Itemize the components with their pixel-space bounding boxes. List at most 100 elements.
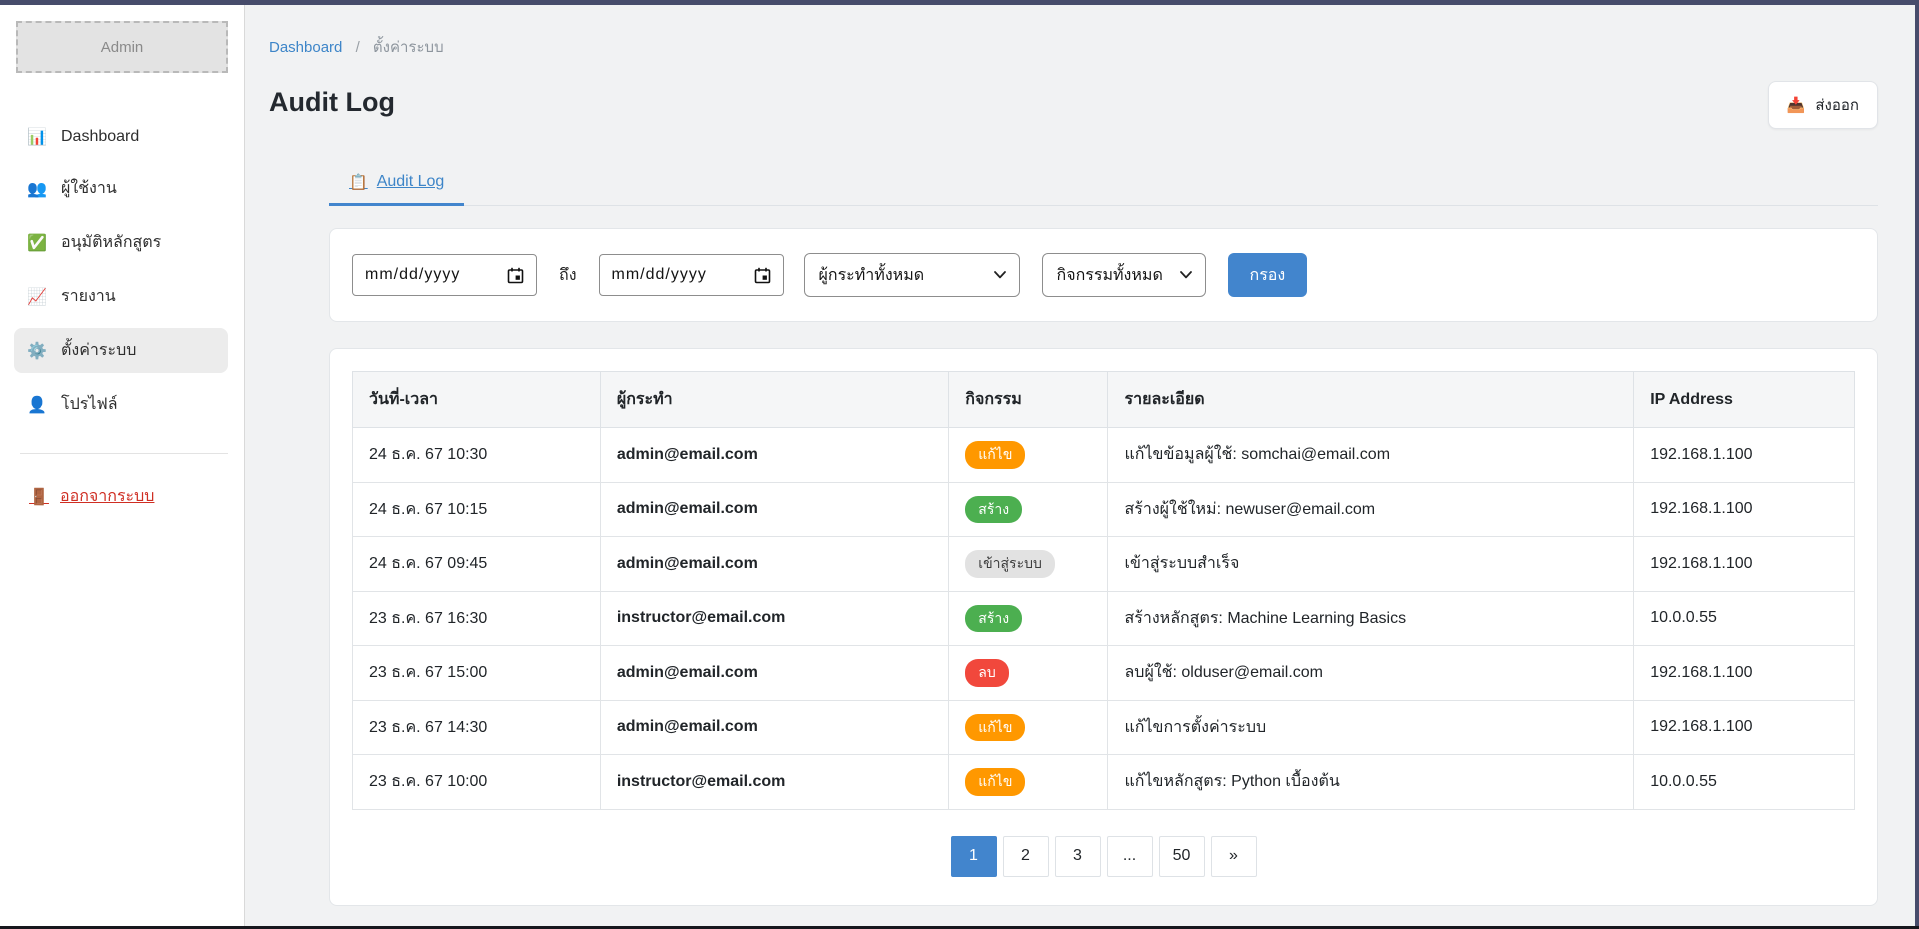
tab-section: 📋 Audit Log mm/dd/yyyy ถึง mm/dd/yyy xyxy=(329,163,1878,906)
export-button-label: ส่งออก xyxy=(1815,97,1859,114)
cell-details: สร้างหลักสูตร: Machine Learning Basics xyxy=(1107,590,1635,646)
actor-select-value: ผู้กระทำทั้งหมด xyxy=(818,266,925,284)
window-frame-bottom xyxy=(0,926,1919,929)
chevron-down-icon xyxy=(993,271,1006,279)
actor-select[interactable]: ผู้กระทำทั้งหมด xyxy=(803,253,1020,297)
cell-ip: 192.168.1.100 xyxy=(1633,427,1855,483)
column-header: วันที่-เวลา xyxy=(352,371,601,428)
users-icon: 👥 xyxy=(27,180,47,198)
action-badge: แก้ไข xyxy=(965,713,1026,741)
cell-action: แก้ไข xyxy=(948,427,1109,483)
breadcrumb-current: ตั้งค่าระบบ xyxy=(372,39,444,56)
calendar-icon xyxy=(507,267,524,283)
table-row: 24 ธ.ค. 67 10:15 admin@email.com สร้าง สร้า… xyxy=(352,481,1855,537)
breadcrumb-dashboard-link[interactable]: Dashboard xyxy=(269,39,343,56)
table-row: 23 ธ.ค. 67 16:30 instructor@email.com สร้า… xyxy=(352,590,1855,646)
page-header: Audit Log 📥 ส่งออก xyxy=(269,75,1878,129)
activity-select[interactable]: กิจกรรมทั้งหมด xyxy=(1041,253,1206,297)
table-row: 24 ธ.ค. 67 10:30 admin@email.com แก้ไข แก้ไ… xyxy=(352,427,1855,483)
cell-action: เข้าสู่ระบบ xyxy=(948,536,1109,592)
action-badge: แก้ไข xyxy=(965,768,1026,796)
breadcrumb-separator: / xyxy=(355,39,360,56)
page-button-50[interactable]: 50 xyxy=(1158,835,1205,877)
cell-actor: admin@email.com xyxy=(599,427,950,483)
cell-actor: admin@email.com xyxy=(599,536,950,592)
cell-ip: 10.0.0.55 xyxy=(1633,590,1855,646)
cell-details: ลบผู้ใช้: olduser@email.com xyxy=(1107,645,1635,701)
sidebar-item-label: ผู้ใช้งาน xyxy=(61,180,117,197)
table-row: 24 ธ.ค. 67 09:45 admin@email.com เข้าสู่ระ… xyxy=(352,536,1855,592)
cell-details: แก้ไขการตั้งค่าระบบ xyxy=(1107,699,1635,755)
action-badge: สร้าง xyxy=(965,604,1023,632)
tab-audit-log-label: Audit Log xyxy=(376,173,445,190)
sidebar-item-users[interactable]: 👥 ผู้ใช้งาน xyxy=(14,166,228,211)
clipboard-icon: 📋 xyxy=(349,174,368,191)
cell-action: ลบ xyxy=(948,645,1109,701)
sidebar-item-profile[interactable]: 👤 โปรไฟล์ xyxy=(14,382,228,427)
cell-datetime: 24 ธ.ค. 67 09:45 xyxy=(352,536,601,592)
cell-datetime: 24 ธ.ค. 67 10:30 xyxy=(352,427,601,483)
sidebar-item-course-approval[interactable]: ✅ อนุมัติหลักสูตร xyxy=(14,220,228,265)
export-button[interactable]: 📥 ส่งออก xyxy=(1767,81,1878,129)
ellipsis-button[interactable]: ... xyxy=(1106,835,1153,877)
date-to-input[interactable]: mm/dd/yyyy xyxy=(598,254,784,296)
sidebar-nav: 📊 Dashboard 👥 ผู้ใช้งาน ✅ อนุมัติหลักสูตร 📈 ราย… xyxy=(0,117,244,427)
cell-action: สร้าง xyxy=(948,481,1109,537)
page-title: Audit Log xyxy=(269,86,395,117)
table-row: 23 ธ.ค. 67 15:00 admin@email.com ลบ ลบผู้ใช… xyxy=(352,645,1855,701)
sidebar-item-label: รายงาน xyxy=(61,288,116,305)
column-header: IP Address xyxy=(1633,371,1855,428)
action-badge: แก้ไข xyxy=(965,441,1026,469)
page-button-2[interactable]: 2 xyxy=(1002,835,1049,877)
tab-audit-log[interactable]: 📋 Audit Log xyxy=(329,163,465,206)
filter-button[interactable]: กรอง xyxy=(1227,253,1308,297)
activity-select-value: กิจกรรมทั้งหมด xyxy=(1056,266,1163,284)
sidebar-item-settings[interactable]: ⚙️ ตั้งค่าระบบ xyxy=(14,328,228,373)
audit-table: วันที่-เวลา ผู้กระทำ กิจกรรม รายละเอียด IP A… xyxy=(352,371,1855,810)
filter-bar: mm/dd/yyyy ถึง mm/dd/yyyy xyxy=(329,228,1878,322)
cell-actor: admin@email.com xyxy=(599,699,950,755)
page-button-1[interactable]: 1 xyxy=(950,835,997,877)
column-header: รายละเอียด xyxy=(1107,371,1635,428)
cell-ip: 192.168.1.100 xyxy=(1633,536,1855,592)
cell-ip: 10.0.0.55 xyxy=(1633,754,1855,810)
sidebar-item-label: อนุมัติหลักสูตร xyxy=(61,234,162,251)
sidebar-item-label: Dashboard xyxy=(61,128,140,145)
pagination: 1 2 3... 50» xyxy=(352,835,1855,877)
table-body: 24 ธ.ค. 67 10:30 admin@email.com แก้ไข แก้ไ… xyxy=(352,427,1855,810)
date-range-to-label: ถึง xyxy=(559,266,577,284)
cell-action: สร้าง xyxy=(948,590,1109,646)
sidebar-item-dashboard[interactable]: 📊 Dashboard xyxy=(14,117,228,157)
table-header-row: วันที่-เวลา ผู้กระทำ กิจกรรม รายละเอียด IP A… xyxy=(352,371,1855,428)
cell-details: เข้าสู่ระบบสำเร็จ xyxy=(1107,536,1635,592)
audit-table-card: วันที่-เวลา ผู้กระทำ กิจกรรม รายละเอียด IP A… xyxy=(329,348,1878,906)
date-from-input[interactable]: mm/dd/yyyy xyxy=(352,254,537,296)
cell-actor: instructor@email.com xyxy=(599,590,950,646)
cell-datetime: 23 ธ.ค. 67 14:30 xyxy=(352,699,601,755)
window-frame-right xyxy=(1915,0,1919,929)
action-badge: สร้าง xyxy=(965,495,1023,523)
calendar-icon xyxy=(754,267,770,283)
sidebar: Admin 📊 Dashboard 👥 ผู้ใช้งาน ✅ อนุมัติหลักสู… xyxy=(0,5,245,929)
page-button-3[interactable]: 3 xyxy=(1054,835,1101,877)
breadcrumb: Dashboard / ตั้งค่าระบบ xyxy=(269,35,1878,59)
chart-increasing-icon: 📈 xyxy=(27,288,47,306)
logout-link[interactable]: 🚪 ออกจากระบบ xyxy=(28,484,244,509)
sidebar-divider xyxy=(20,453,228,454)
bar-chart-icon: 📊 xyxy=(27,129,47,146)
action-badge: เข้าสู่ระบบ xyxy=(965,550,1055,578)
table-row: 23 ธ.ค. 67 14:30 admin@email.com แก้ไข แก้ไ… xyxy=(352,699,1855,755)
action-badge: ลบ xyxy=(965,659,1009,687)
cell-datetime: 23 ธ.ค. 67 16:30 xyxy=(352,590,601,646)
cell-actor: instructor@email.com xyxy=(599,754,950,810)
window-frame-top xyxy=(0,0,1919,5)
sidebar-item-reports[interactable]: 📈 รายงาน xyxy=(14,274,228,319)
logout-label: ออกจากระบบ xyxy=(60,488,155,505)
next-page-button[interactable]: » xyxy=(1210,835,1257,877)
tab-bar: 📋 Audit Log xyxy=(329,163,1878,206)
cell-action: แก้ไข xyxy=(948,754,1109,810)
cell-details: สร้างผู้ใช้ใหม่: newuser@email.com xyxy=(1107,481,1635,537)
column-header: กิจกรรม xyxy=(948,371,1109,428)
date-from-value: mm/dd/yyyy xyxy=(365,266,461,283)
